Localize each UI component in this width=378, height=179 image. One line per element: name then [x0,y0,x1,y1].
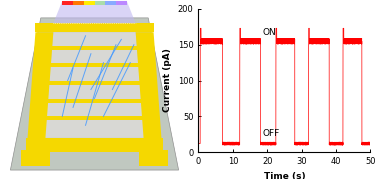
Polygon shape [26,32,53,152]
Polygon shape [26,138,163,152]
Polygon shape [21,150,50,166]
Polygon shape [136,32,163,152]
Polygon shape [52,46,137,50]
Polygon shape [53,1,136,23]
Polygon shape [44,32,145,138]
Polygon shape [49,81,140,85]
Polygon shape [94,1,105,5]
Y-axis label: Current (pA): Current (pA) [163,49,172,112]
Polygon shape [36,23,153,32]
Polygon shape [73,1,84,5]
Text: ON: ON [262,28,276,37]
Polygon shape [46,116,143,120]
Polygon shape [10,18,179,170]
Polygon shape [62,1,73,5]
Text: OFF: OFF [262,129,279,138]
Polygon shape [139,150,168,166]
Polygon shape [105,1,116,5]
Polygon shape [116,1,127,5]
Polygon shape [84,1,94,5]
Polygon shape [47,99,142,103]
X-axis label: Time (s): Time (s) [263,171,305,179]
Polygon shape [50,64,139,67]
